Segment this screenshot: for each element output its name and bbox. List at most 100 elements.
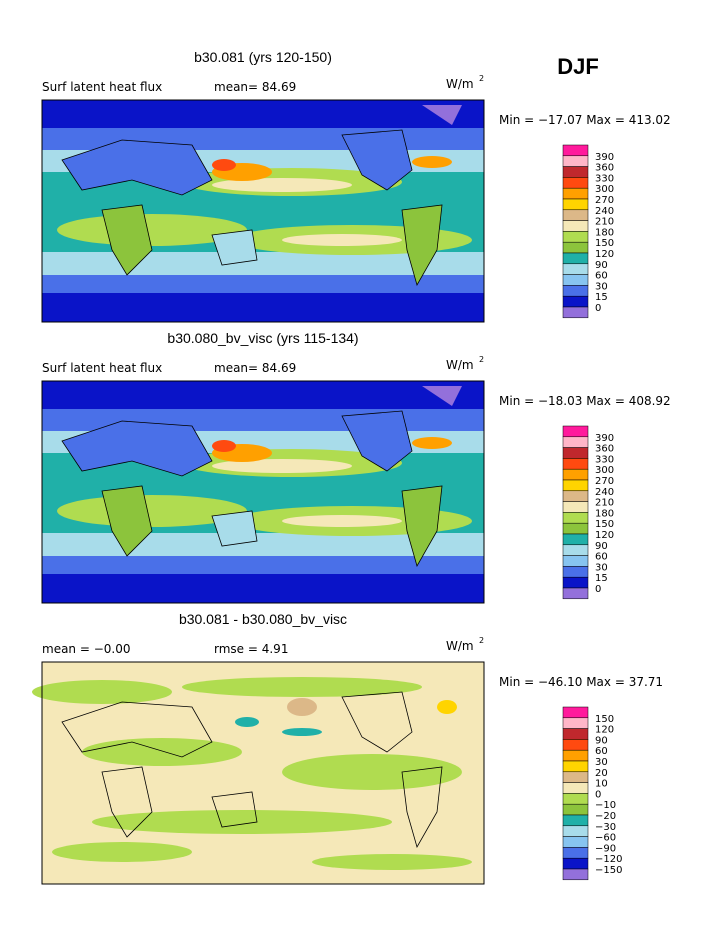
panel-title: b30.081 - b30.080_bv_visc	[179, 611, 347, 627]
panel-label: Surf latent heat flux	[42, 80, 162, 94]
colorbar-label: 360	[595, 444, 614, 455]
colorbar-label: 330	[595, 173, 614, 184]
colorbar-label: 15	[595, 573, 608, 584]
map-frame	[41, 99, 485, 323]
colorbar-box	[562, 512, 589, 524]
colorbar-box	[562, 847, 589, 859]
colorbar-label: 10	[595, 779, 608, 790]
colorbar-label: 270	[595, 476, 614, 487]
colorbar-label: 150	[595, 238, 614, 249]
colorbar-box	[562, 749, 589, 762]
panel-title: b30.080_bv_visc (yrs 115-134)	[167, 330, 358, 346]
colorbar-label: 0	[595, 584, 601, 595]
colorbar-box	[562, 155, 589, 167]
colorbar-label: 150	[595, 519, 614, 530]
colorbar-box	[562, 425, 589, 438]
min-max: Min = −17.07 Max = 413.02	[499, 113, 671, 127]
colorbar-label: −90	[595, 843, 616, 854]
colorbar-label: 240	[595, 487, 614, 498]
colorbar-label: 360	[595, 163, 614, 174]
panel-stat: mean= 84.69	[214, 361, 296, 375]
colorbar-box	[562, 209, 589, 221]
colorbar-box	[562, 868, 589, 881]
map	[41, 380, 485, 604]
colorbar-box	[562, 263, 589, 275]
units: W/m	[446, 77, 474, 91]
colorbar-label: 210	[595, 217, 614, 228]
colorbar-label: 210	[595, 498, 614, 509]
colorbar-box	[562, 706, 589, 719]
colorbar-box	[562, 177, 589, 189]
colorbar-label: 0	[595, 303, 601, 314]
colorbar-box	[562, 306, 589, 319]
colorbar-box	[562, 436, 589, 448]
colorbar-label: 0	[595, 789, 601, 800]
colorbar-box	[562, 728, 589, 740]
panel-stat: mean= 84.69	[214, 80, 296, 94]
colorbar-label: 120	[595, 249, 614, 260]
colorbar-box	[562, 295, 589, 308]
colorbar-label: 30	[595, 281, 608, 292]
min-max: Min = −18.03 Max = 408.92	[499, 394, 671, 408]
colorbar-box	[562, 285, 589, 297]
colorbar-box	[562, 576, 589, 589]
colorbar-label: 270	[595, 195, 614, 206]
colorbar-box	[562, 166, 589, 178]
map	[31, 661, 485, 885]
colorbar-box	[562, 587, 589, 600]
map-frame	[41, 380, 485, 604]
panel-label: mean = −0.00	[42, 642, 131, 656]
colorbar-label: −30	[595, 822, 616, 833]
colorbar-label: 390	[595, 433, 614, 444]
colorbar-label: 90	[595, 260, 608, 271]
colorbar-label: −60	[595, 833, 616, 844]
map-frame	[41, 661, 485, 885]
panel-stat: rmse = 4.91	[214, 642, 288, 656]
colorbar-label: 60	[595, 746, 608, 757]
units: W/m	[446, 639, 474, 653]
colorbar-label: 240	[595, 206, 614, 217]
colorbar-label: 20	[595, 768, 608, 779]
panel-title: b30.081 (yrs 120-150)	[194, 49, 332, 65]
colorbar-box	[562, 220, 589, 232]
colorbar-label: −20	[595, 811, 616, 822]
figure-title: DJF	[557, 54, 599, 79]
colorbar-label: 390	[595, 152, 614, 163]
colorbar-box	[562, 825, 589, 837]
colorbar-box	[562, 793, 589, 805]
colorbar-box	[562, 468, 589, 481]
colorbar-label: 15	[595, 292, 608, 303]
colorbar-box	[562, 760, 589, 773]
colorbar-box	[562, 501, 589, 513]
colorbar-box	[562, 274, 589, 286]
colorbar-label: 330	[595, 454, 614, 465]
colorbar-box	[562, 566, 589, 578]
colorbar-box	[562, 241, 589, 254]
colorbar-box	[562, 836, 589, 848]
colorbar-box	[562, 252, 589, 265]
units-exp: 2	[479, 636, 484, 645]
colorbar-label: 180	[595, 508, 614, 519]
colorbar-box	[562, 857, 589, 870]
colorbar-label: 180	[595, 227, 614, 238]
colorbar-box	[562, 522, 589, 535]
colorbar-label: −150	[595, 865, 622, 876]
colorbar-box	[562, 803, 589, 816]
colorbar-box	[562, 144, 589, 157]
colorbar-label: 60	[595, 271, 608, 282]
colorbar-label: −120	[595, 854, 622, 865]
colorbar-box	[562, 544, 589, 556]
colorbar-box	[562, 231, 589, 243]
colorbar-box	[562, 187, 589, 200]
units-exp: 2	[479, 74, 484, 83]
panel-label: Surf latent heat flux	[42, 361, 162, 375]
colorbar-box	[562, 814, 589, 827]
colorbar-box	[562, 782, 589, 794]
colorbar-label: 120	[595, 530, 614, 541]
colorbar-box	[562, 771, 589, 783]
units-exp: 2	[479, 355, 484, 364]
min-max: Min = −46.10 Max = 37.71	[499, 675, 663, 689]
colorbar-label: 120	[595, 725, 614, 736]
colorbar-box	[562, 458, 589, 470]
